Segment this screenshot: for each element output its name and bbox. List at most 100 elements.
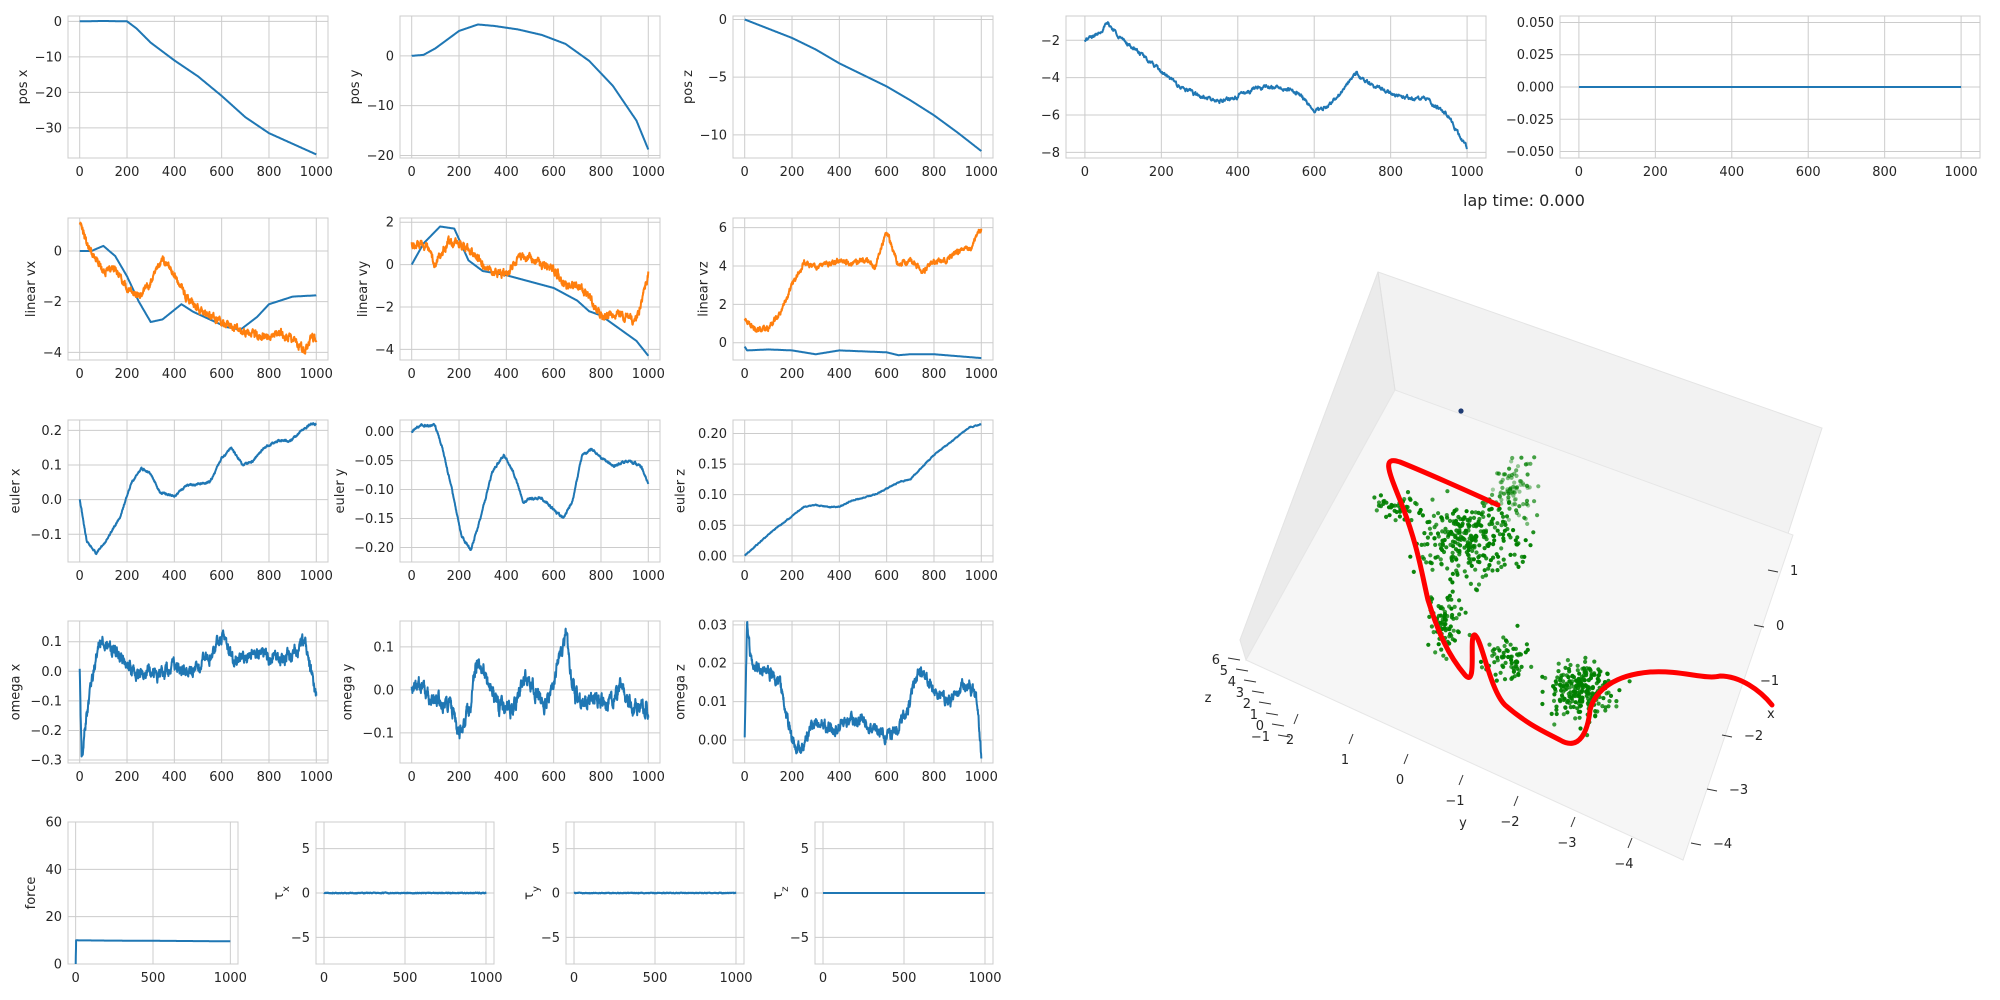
gate-point [1473,567,1478,572]
y-tick-label: 0 [552,887,560,902]
lap-time-label: lap time: 0.000 [1463,191,1585,210]
y-tick-label: −10 [35,50,62,65]
subplot-pos-z: 0 200 400 600 800 1000 0 −5 −10 pos z [681,13,998,180]
y-axis-tick [1570,816,1576,828]
gate-point [1463,528,1468,533]
gate-point [1506,497,1511,503]
y-axis-tick [1348,733,1354,745]
x-tick-label: 800 [922,165,947,180]
gate-point [1514,468,1519,473]
gate-point [1524,642,1529,647]
gate-point [1511,646,1516,651]
gate-point [1411,569,1416,575]
gate-point [1436,642,1441,647]
gate-point [1512,552,1517,557]
x-tick-label: 0 [72,971,80,986]
gate-point [1517,651,1522,657]
gate-point [1586,696,1591,701]
gate-point [1420,513,1425,518]
x-tick-label: 1000 [632,165,665,180]
gate-point [1608,693,1614,699]
x-tick-label: 800 [589,367,614,382]
gate-point [1604,691,1609,696]
gate-point [1474,550,1479,555]
gate-point [1468,541,1473,546]
gate-point [1540,701,1545,707]
y-axis-label: y [1459,816,1467,831]
gate-point [1536,484,1541,489]
gate-point [1556,661,1561,666]
gate-point [1516,541,1521,546]
gate-point [1499,546,1504,551]
z-axis-tick [1227,657,1241,661]
gate-point [1515,623,1520,628]
x-tick-label: 400 [1225,165,1250,180]
x-tick-label: 200 [115,165,140,180]
y-tick-label: −4 [43,346,62,361]
gate-point [1575,706,1580,711]
y-tick-label: −0.050 [1506,145,1554,160]
subplot-linear-vz: 0 200 400 600 800 1000 6 4 2 0 linear vz [696,217,998,382]
gate-point [1445,489,1450,494]
y-tick-label: −4 [1041,71,1060,86]
y-axis-label: omega z [674,664,689,720]
subplot-tau-y: 0 500 1000 5 0 −5 τy [522,821,753,986]
y-tick-label: 20 [45,910,62,925]
gate-point [1594,681,1599,686]
gate-point [1425,520,1430,525]
gate-point [1562,687,1568,692]
x-tick-label: 400 [162,770,187,785]
gate-point [1447,593,1452,598]
x-tick-label: 0 [570,971,578,986]
gate-point [1470,510,1475,515]
gate-point [1513,663,1518,669]
x-tick-label: 400 [494,165,519,180]
x-tick-label: 400 [494,569,519,584]
gate-point [1442,622,1448,627]
gate-point [1457,612,1462,617]
gate-point [1512,490,1517,495]
y-tick-label: −2 [43,295,62,310]
gate-point [1490,487,1495,492]
series-line [78,629,318,758]
gate-point [1461,536,1466,542]
gate-point [1507,473,1512,478]
y-tick-label: 0.20 [698,427,727,442]
x-tick-label: 0 [741,165,749,180]
x-tick-label: 1000 [719,971,752,986]
gate-point [1479,512,1484,517]
y-tick-label: 0 [54,244,62,259]
gate-point [1598,669,1603,674]
gate-point [1502,643,1507,649]
x-tick-label: 600 [209,165,234,180]
gate-point [1580,677,1585,682]
gate-point [1496,554,1501,559]
y-tick-label: 60 [45,816,62,831]
gate-point [1450,554,1456,559]
gate-point [1413,500,1418,506]
gate-point [1440,541,1445,546]
gate-point [1446,597,1451,602]
gate-point [1492,660,1497,665]
gate-point [1374,508,1379,513]
subplot-tau-z: 0 500 1000 5 0 −5 τz [771,821,1002,986]
x-axis-tick-label: −2 [1744,729,1763,744]
gate-point [1438,557,1443,562]
gate-point [1501,491,1507,496]
x-tick-label: 800 [922,770,947,785]
x-tick-label: 200 [780,165,805,180]
x-tick-label: 500 [141,971,166,986]
gate-point [1443,526,1448,531]
x-tick-label: 200 [1149,165,1174,180]
x-tick-label: 1000 [300,770,333,785]
y-tick-label: 5 [302,842,310,857]
gate-point [1501,650,1506,655]
subplot-omega-x: 0 200 400 600 800 1000 0.1 0.0 −0.1 −0.2 −0.3 omega… [9,620,333,785]
x-tick-label: 0 [819,971,827,986]
gate-point [1420,554,1425,560]
x-tick-label: 1000 [1451,165,1484,180]
x-tick-label: 600 [874,770,899,785]
gate-point [1427,614,1432,620]
